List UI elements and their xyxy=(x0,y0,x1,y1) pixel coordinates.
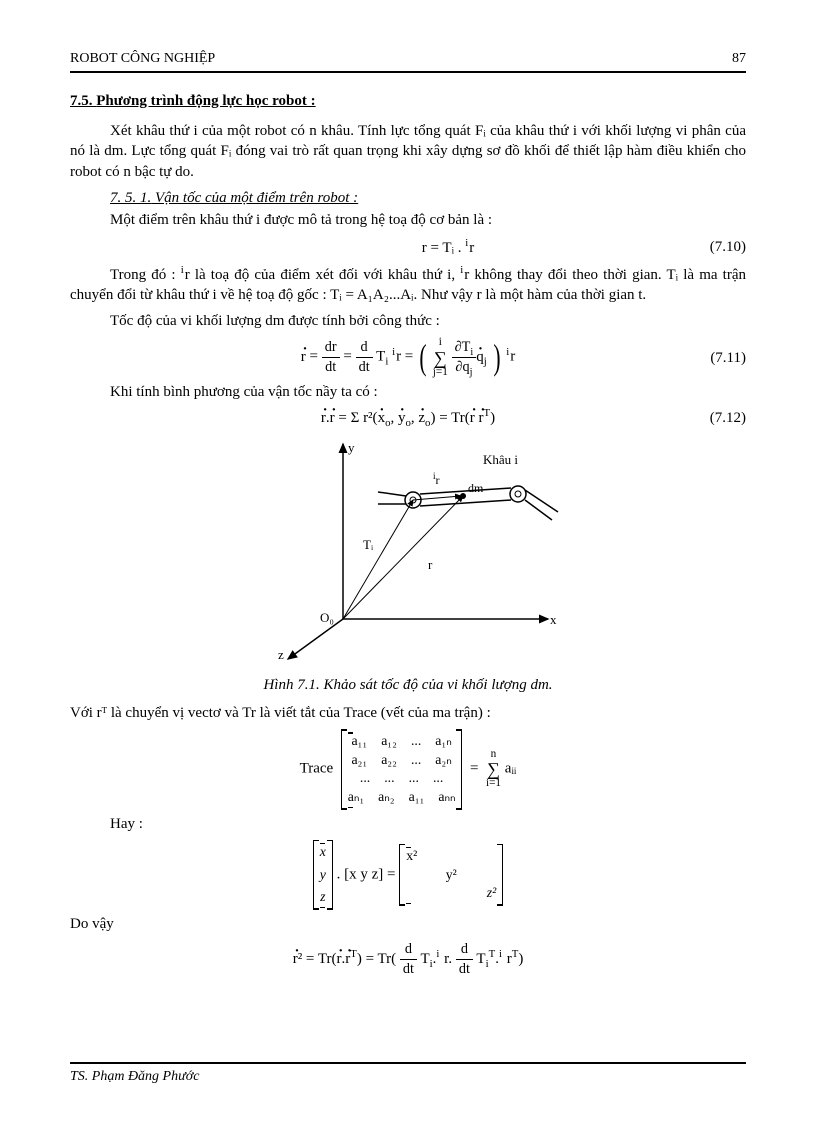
svg-text:O₀: O₀ xyxy=(320,610,334,625)
eq-num-710: (7.10) xyxy=(710,237,746,257)
paragraph-2: Một điểm trên khâu thứ i được mô tả tron… xyxy=(110,210,746,230)
trace-equation: Trace a₁₁a₁₂...a₁ₙ a₂₁a₂₂...a₂ₙ ........… xyxy=(70,729,746,810)
figure-7-1: y x z O₀ dm Khâu i Tᵢ r ir Hình 7.1. Khả… xyxy=(70,434,746,695)
equation-7-11: r = drdt = ddt Ti ir = ( i∑j=1 ∂Ti∂qjqj … xyxy=(70,337,746,378)
svg-text:Khâu i: Khâu i xyxy=(483,452,518,467)
svg-text:y: y xyxy=(348,440,355,455)
page-header: ROBOT CÔNG NGHIỆP 87 xyxy=(70,50,746,73)
hay-label: Hay : xyxy=(110,814,746,834)
subsection-title: 7. 5. 1. Vận tốc của một điểm trên robot… xyxy=(110,188,746,208)
figure-caption: Hình 7.1. Khảo sát tốc độ của vi khối lư… xyxy=(70,675,746,695)
header-left: ROBOT CÔNG NGHIỆP xyxy=(70,50,215,69)
svg-text:dm: dm xyxy=(468,481,484,495)
paragraph-5: Khi tính bình phương của vận tốc nầy ta … xyxy=(70,382,746,402)
paragraph-intro: Xét khâu thứ i của một robot có n khâu. … xyxy=(70,121,746,182)
figure-svg: y x z O₀ dm Khâu i Tᵢ r ir xyxy=(228,434,588,664)
eq-num-711: (7.11) xyxy=(710,348,746,368)
page-footer: TS. Phạm Đăng Phước xyxy=(70,1062,746,1087)
final-equation: r² = Tr(r.rT) = Tr( ddt Ti.i r. ddt TiT.… xyxy=(70,940,746,979)
svg-text:ir: ir xyxy=(433,471,440,487)
xyz-equation: x y z . [x y z] = x² y² z² xyxy=(70,840,746,910)
paragraph-4: Tốc độ của vi khối lượng dm được tính bở… xyxy=(70,311,746,331)
eq-num-712: (7.12) xyxy=(710,408,746,428)
svg-text:r: r xyxy=(428,557,433,572)
dovay-label: Do vậy xyxy=(70,914,746,934)
paragraph-6: Với rᵀ là chuyển vị vectơ và Tr là viết … xyxy=(70,703,746,723)
svg-text:z: z xyxy=(278,647,284,662)
svg-text:Tᵢ: Tᵢ xyxy=(363,537,374,552)
page-number: 87 xyxy=(732,50,746,69)
equation-7-10: r = Tᵢ . ir (7.10) xyxy=(70,236,746,258)
section-title: 7.5. Phương trình động lực học robot : xyxy=(70,91,746,111)
equation-7-12: r.r = Σ r²(xo, yo, zo) = Tr(r rT) (7.12) xyxy=(70,408,746,428)
paragraph-3: Trong đó : ir là toạ độ của điểm xét đối… xyxy=(70,263,746,306)
svg-text:x: x xyxy=(550,612,557,627)
